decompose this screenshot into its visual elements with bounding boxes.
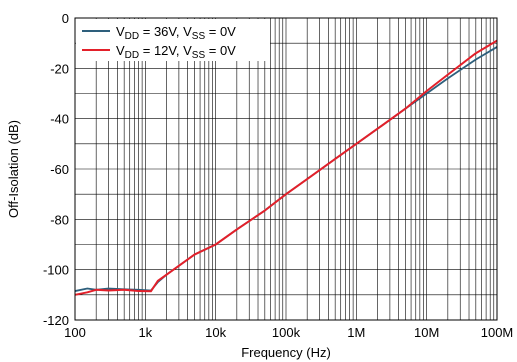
x-tick-label: 1M <box>347 325 365 340</box>
y-tick-label: -80 <box>50 212 69 227</box>
grid-lines <box>74 17 497 321</box>
plot-frame <box>74 17 498 321</box>
y-tick-label: 0 <box>62 11 69 26</box>
y-tick-label: -100 <box>43 263 69 278</box>
x-tick-label: 10M <box>414 325 439 340</box>
x-tick-label: 100k <box>272 325 301 340</box>
y-axis-title: Off-Isolation (dB) <box>6 120 21 218</box>
x-tick-label: 100M <box>481 325 514 340</box>
legend-entry-2: VDD = 12V, VSS = 0V <box>116 43 236 61</box>
x-axis-title: Frequency (Hz) <box>241 345 331 360</box>
legend-box <box>76 19 270 61</box>
x-tick-label: 100 <box>64 325 86 340</box>
y-tick-label: -40 <box>50 112 69 127</box>
x-tick-label: 10k <box>205 325 226 340</box>
y-tick-label: -120 <box>43 313 69 328</box>
y-tick-label: -60 <box>50 162 69 177</box>
tick-labels: 100 1k 10k 100k 1M 10M 100M -120 -100 -80 -60 -40 -2… <box>43 11 513 340</box>
series-line-2 <box>74 39 498 296</box>
legend-entry-1: VDD = 36V, VSS = 0V <box>116 24 236 42</box>
x-tick-label: 1k <box>138 325 152 340</box>
y-tick-label: -20 <box>50 61 69 76</box>
series-lines <box>74 39 498 296</box>
